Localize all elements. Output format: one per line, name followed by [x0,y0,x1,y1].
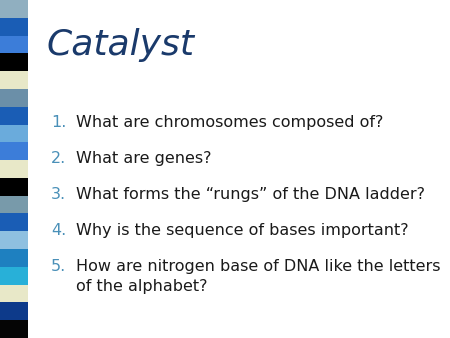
Bar [0,142,28,160]
Bar [0,285,28,303]
Bar [0,178,28,196]
Text: What are genes?: What are genes? [76,151,211,166]
Text: 5.: 5. [51,259,66,274]
Bar [0,35,28,53]
Bar [0,303,28,320]
Bar [0,249,28,267]
Bar [0,160,28,178]
Bar [0,71,28,89]
Bar [0,89,28,107]
Bar [0,231,28,249]
Text: What forms the “rungs” of the DNA ladder?: What forms the “rungs” of the DNA ladder… [76,187,425,202]
Text: What are chromosomes composed of?: What are chromosomes composed of? [76,115,383,130]
Bar [0,214,28,231]
Bar [0,0,28,18]
Text: 1.: 1. [51,115,67,130]
Bar [0,53,28,71]
Bar [0,107,28,124]
Text: 3.: 3. [51,187,66,202]
Text: 4.: 4. [51,223,66,238]
Bar [0,196,28,214]
Text: Catalyst: Catalyst [46,28,194,62]
Bar [0,320,28,338]
Bar [0,18,28,35]
Text: 2.: 2. [51,151,66,166]
Text: Why is the sequence of bases important?: Why is the sequence of bases important? [76,223,409,238]
Bar [0,267,28,285]
Bar [0,124,28,142]
Text: How are nitrogen base of DNA like the letters
of the alphabet?: How are nitrogen base of DNA like the le… [76,259,441,294]
